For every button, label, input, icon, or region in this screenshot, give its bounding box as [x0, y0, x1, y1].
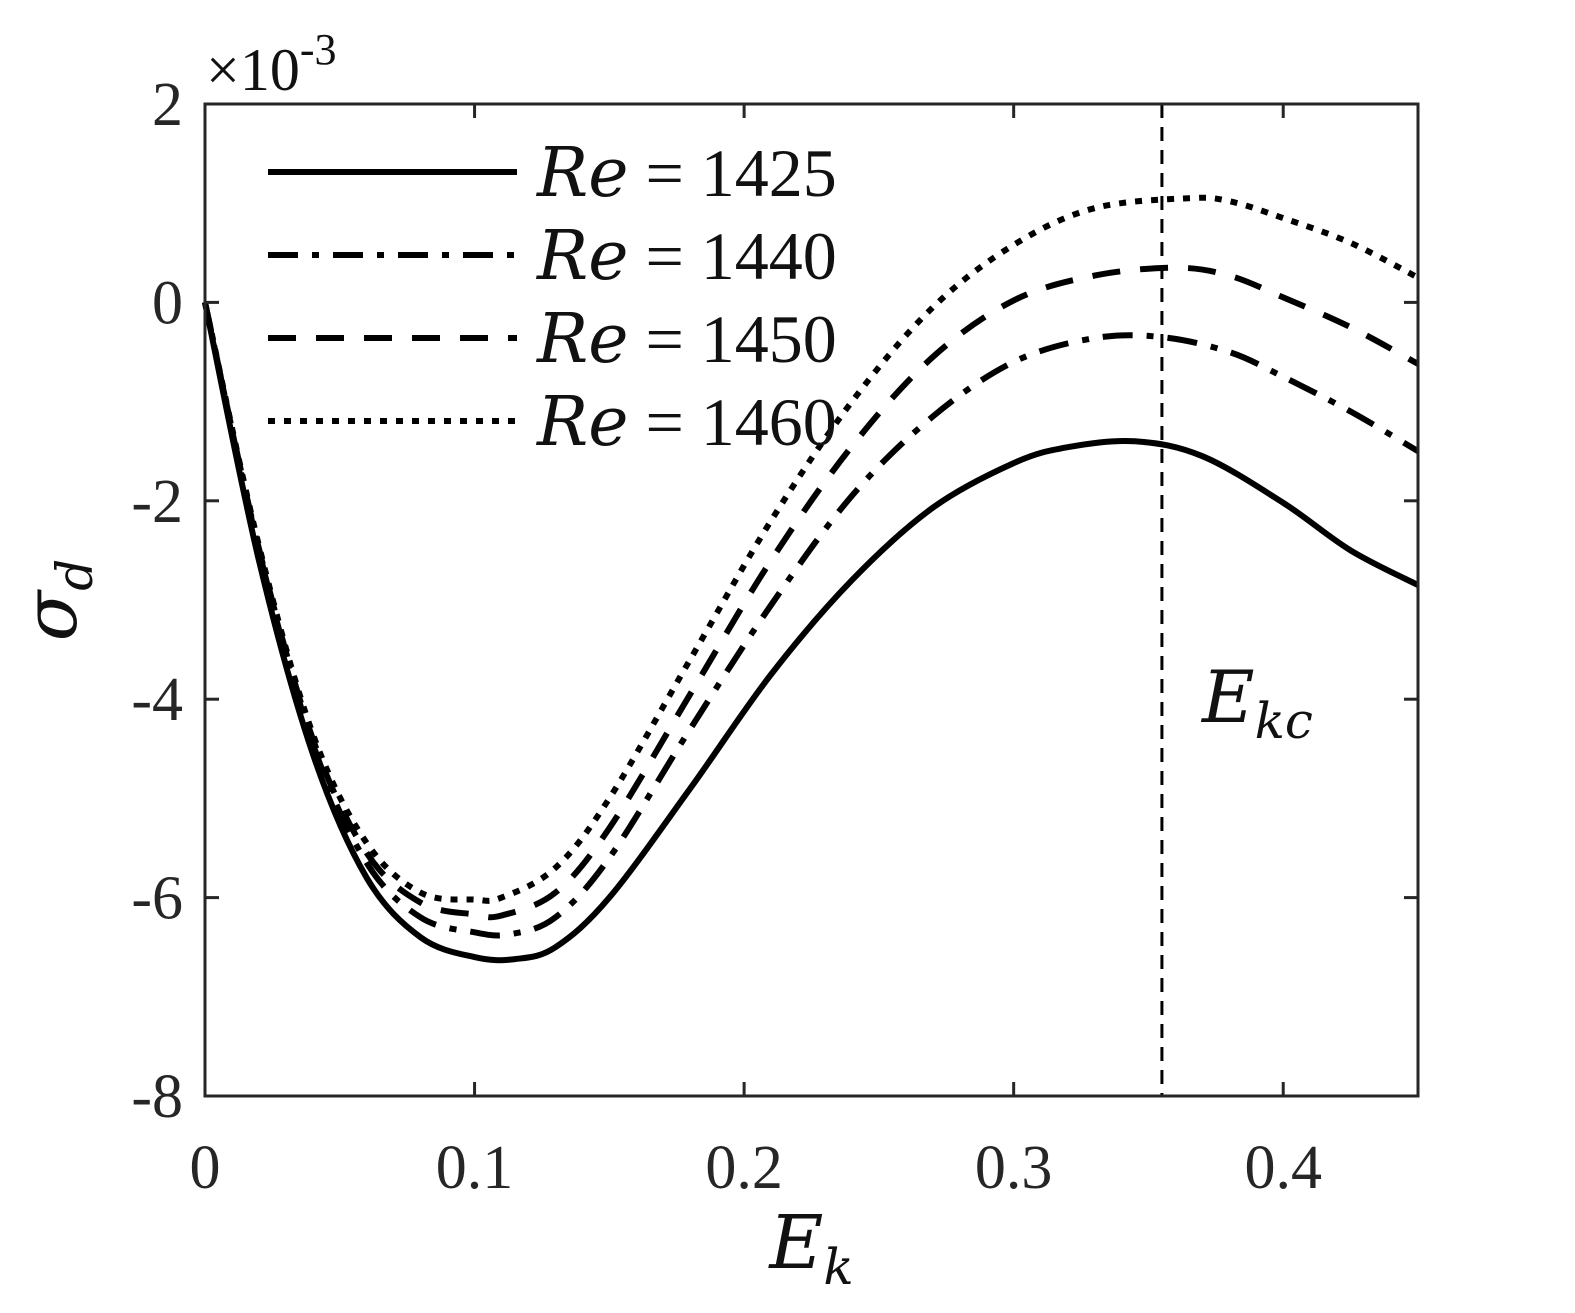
- series-line-1450: [202, 264, 1420, 921]
- y-exponent: ×10-3: [206, 25, 337, 103]
- series-line-1425: [202, 301, 1420, 964]
- y-tick-label: 0: [152, 269, 183, 337]
- x-tick-label: 0: [190, 1134, 221, 1202]
- legend-eq: = 1460: [628, 384, 836, 460]
- annotation-ekc: Ekc: [1200, 655, 1313, 750]
- legend-var: Re: [535, 300, 628, 379]
- y-axis-label: σd: [8, 559, 104, 642]
- y-tick-label: -2: [131, 468, 183, 536]
- y-tick-label: -4: [131, 666, 183, 734]
- x-tick-label: 0.3: [975, 1134, 1053, 1202]
- x-tick-label: 0.4: [1244, 1134, 1322, 1202]
- legend-var: Re: [535, 217, 628, 296]
- legend-var: Re: [535, 134, 628, 213]
- ticks-layer: 0 0.1 0.2 0.3 0.4 -8 -6 -4 -2 0 2: [131, 71, 1418, 1202]
- legend-label-1440: Re = 1440: [535, 217, 837, 296]
- y-tick-label: -8: [131, 1063, 183, 1131]
- legend-eq: = 1440: [628, 218, 836, 294]
- y-tick-label: 2: [152, 71, 183, 139]
- curves-layer: [202, 194, 1420, 964]
- x-tick-label: 0.1: [436, 1134, 514, 1202]
- legend-var: Re: [535, 383, 628, 462]
- annotation-sub: kc: [1255, 692, 1313, 750]
- x-axis-label-base: E: [767, 1200, 823, 1286]
- x-axis-label-sub: k: [823, 1238, 853, 1296]
- annotation-base: E: [1200, 655, 1255, 739]
- axes-box: [203, 102, 1420, 1098]
- y-axis-label-base: σ: [8, 588, 94, 641]
- y-exponent-power: -3: [300, 25, 337, 74]
- legend-label-1460: Re = 1460: [535, 383, 837, 462]
- legend-label-1425: Re = 1425: [535, 134, 837, 213]
- x-tick-label: 0.2: [705, 1134, 783, 1202]
- y-exponent-prefix: ×10: [206, 37, 300, 103]
- y-axis-label-sub: d: [46, 559, 104, 591]
- legend-label-1450: Re = 1450: [535, 300, 837, 379]
- y-tick-label: -6: [131, 865, 183, 933]
- series-line-1440: [202, 301, 1420, 939]
- x-axis-label: Ek: [767, 1200, 853, 1296]
- legend-eq: = 1425: [628, 135, 836, 211]
- legend-eq: = 1450: [628, 301, 836, 377]
